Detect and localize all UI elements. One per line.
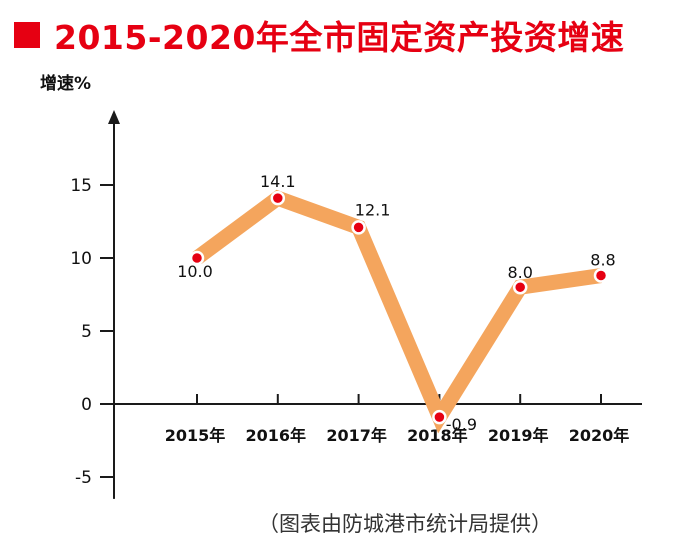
data-point (593, 268, 609, 283)
data-label: 10.0 (177, 262, 213, 281)
y-tick-label: -5 (75, 468, 92, 488)
source-note: （图表由防城港市统计局提供） (258, 512, 552, 536)
data-label: 8.0 (507, 263, 532, 282)
data-label: -0.9 (446, 415, 477, 434)
y-tick-label: 10 (70, 249, 92, 269)
title-square-icon (14, 22, 40, 48)
x-tick-label: 2016年 (246, 426, 307, 445)
x-tick-label: 2020年 (569, 426, 630, 445)
data-point (351, 220, 366, 235)
y-tick-label: 0 (81, 395, 92, 415)
marker-layer (189, 190, 609, 425)
x-tick-label: 2018年 (407, 426, 468, 445)
data-label-layer: 10.0 14.1 12.1 -0.9 8.0 8.8 (177, 172, 616, 434)
data-label: 12.1 (355, 200, 391, 219)
chart-title: 2015-2020年全市固定资产投资增速 (14, 14, 625, 57)
x-tick-label: 2017年 (326, 426, 387, 445)
y-tick-label: 5 (81, 322, 92, 342)
data-point (432, 409, 447, 425)
data-point (189, 250, 205, 266)
data-point (512, 279, 528, 295)
data-label: 14.1 (260, 172, 296, 191)
data-label: 8.8 (590, 251, 615, 270)
data-point (270, 190, 286, 206)
x-tick-label: 2019年 (488, 426, 549, 445)
y-axis-arrow-icon (108, 110, 120, 124)
title-text: 2015-2020年全市固定资产投资增速 (54, 18, 625, 57)
axes: 增速% -5 0 5 10 15 2015年 2016年 2017年 2018年 2019年 2020… (40, 73, 642, 499)
series-line (192, 189, 603, 434)
series-line-layer (192, 189, 603, 434)
y-axis-label: 增速% (40, 73, 91, 94)
y-tick-label: 15 (70, 176, 92, 196)
x-tick-label: 2015年 (165, 426, 226, 445)
